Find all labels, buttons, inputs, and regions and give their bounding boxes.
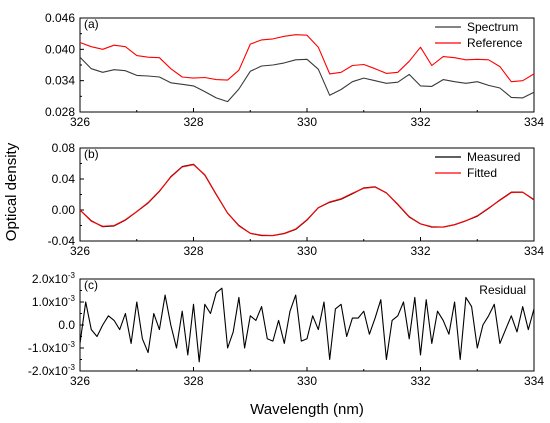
- panel-c-frame: [79, 278, 535, 372]
- panel-a-x-tick-label: 332: [410, 115, 430, 129]
- panel-b-x-tick-label: 332: [410, 244, 430, 258]
- panel-b-frame: [79, 147, 535, 242]
- panel-b-y-tick-label: 0.08: [52, 141, 76, 155]
- panel-b-legend-label-fitted: Fitted: [467, 166, 497, 180]
- panel-b-series-measured-line: [79, 163, 535, 237]
- panel-c: 326 328 330 332 334-2.0x10-3-1.0x10-30.01.0x…: [28, 271, 544, 388]
- panel-c-series-residual-line: [79, 287, 535, 363]
- panel-a-frame: [79, 17, 535, 113]
- y-axis-title: Optical density: [3, 142, 20, 241]
- panel-a-y-tick-label: 0.034: [45, 74, 75, 88]
- panel-c-y-tick-mantissa: 0.0: [58, 318, 75, 332]
- panel-a-x-tick-label: 330: [297, 115, 317, 129]
- panel-b-y-tick-label: 0.00: [52, 203, 76, 217]
- panel-c-y-tick-exponent: -3: [68, 340, 76, 349]
- panel-a-y-tick-label: 0.046: [45, 11, 75, 25]
- panel-b-legend-label-measured: Measured: [467, 150, 520, 164]
- panel-c-y-tick-label: -1.0x10-3: [28, 340, 76, 355]
- panel-c-x-tick-label: 330: [297, 374, 317, 388]
- panel-a-legend-label-reference: Reference: [467, 36, 523, 50]
- panel-a-y-tick-label: 0.028: [45, 105, 75, 119]
- panel-c-y-tick-exponent: -3: [68, 294, 76, 303]
- panel-c-y-tick-label: 1.0x10-3: [32, 294, 76, 309]
- panel-b-y-tick-label: 0.04: [52, 172, 76, 186]
- panel-a-legend-label-spectrum: Spectrum: [467, 20, 518, 34]
- panel-c-x-tick-label: 326: [70, 374, 90, 388]
- panel-c-y-tick-mantissa: -1.0x10: [28, 341, 68, 355]
- panel-a-label: (a): [84, 17, 99, 31]
- panel-c-y-tick-mantissa: -2.0x10: [28, 364, 68, 378]
- panel-a-x-tick-label: 326: [70, 115, 90, 129]
- panel-b-x-tick-label: 334: [524, 244, 544, 258]
- panel-a-series-reference-line: [79, 34, 535, 83]
- panel-b: 326 328 330 332 334 -0.04 0.00 0.04 0.08 (b) Measu…: [48, 141, 545, 258]
- panel-c-y-tick-mantissa: 2.0x10: [32, 272, 68, 286]
- x-axis-title: Wavelength (nm): [250, 401, 364, 418]
- panel-b-x-tick-label: 326: [70, 244, 90, 258]
- panel-a-y-tick-label: 0.040: [45, 42, 75, 56]
- panel-a-x-tick-label: 334: [524, 115, 544, 129]
- panel-c-y-tick-mantissa: 1.0x10: [32, 295, 68, 309]
- panel-b-series-fitted-line: [79, 164, 535, 237]
- panel-c-x-tick-label: 328: [183, 374, 203, 388]
- panel-b-x-tick-label: 330: [297, 244, 317, 258]
- panel-b-y-tick-label: -0.04: [48, 234, 76, 248]
- panel-c-legend-label-residual: Residual: [479, 283, 526, 297]
- panel-b-x-tick-label: 328: [183, 244, 203, 258]
- panel-c-y-tick-exponent: -3: [68, 363, 76, 372]
- panel-c-y-tick-label: 2.0x10-3: [32, 271, 76, 286]
- panel-c-y-tick-exponent: -3: [68, 271, 76, 280]
- panel-a-series-spectrum-line: [79, 56, 535, 103]
- panel-b-label: (b): [84, 147, 99, 161]
- panel-c-x-tick-label: 334: [524, 374, 544, 388]
- panel-c-label: (c): [84, 278, 98, 292]
- panel-a-x-tick-label: 328: [183, 115, 203, 129]
- panel-c-x-tick-label: 332: [410, 374, 430, 388]
- panel-c-y-tick-label: -2.0x10-3: [28, 363, 76, 378]
- panel-c-y-tick-label: 0.0: [58, 318, 75, 332]
- panel-a: 326 328 330 332 334 0.028 0.034 0.040 0.046 (a) Sp…: [45, 11, 544, 129]
